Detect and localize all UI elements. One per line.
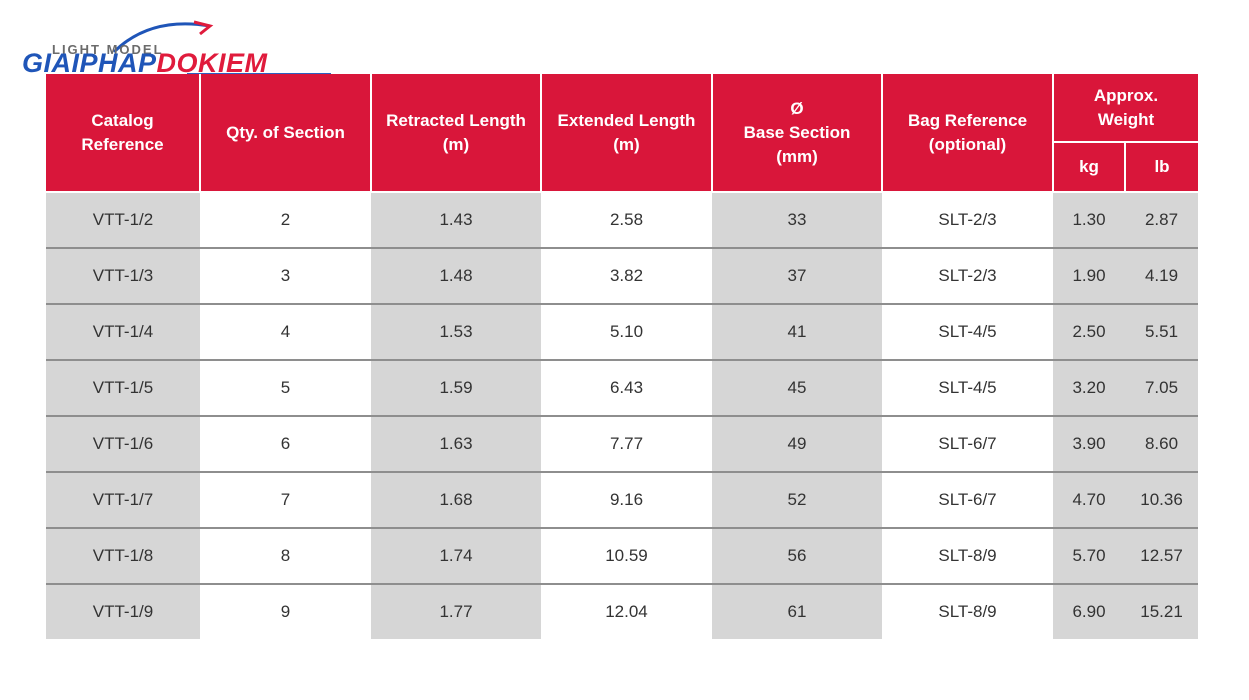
cell-qty-of-section: 5 xyxy=(200,360,371,417)
cell-base-section: 56 xyxy=(712,528,882,585)
cell-retracted-length: 1.77 xyxy=(371,584,541,639)
header-retracted-length: Retracted Length (m) xyxy=(370,74,542,193)
cell-qty-of-section: 8 xyxy=(200,528,371,585)
cell-bag-reference: SLT-6/7 xyxy=(882,472,1053,529)
logo-brand-blue: GIAIPHAP xyxy=(22,48,157,78)
cell-extended-length: 6.43 xyxy=(541,360,712,417)
cell-weight-lb: 5.51 xyxy=(1125,304,1199,361)
cell-bag-reference: SLT-6/7 xyxy=(882,416,1053,473)
cell-extended-length: 10.59 xyxy=(541,528,712,585)
cell-base-section: 41 xyxy=(712,304,882,361)
cell-weight-lb: 2.87 xyxy=(1125,192,1199,249)
cell-qty-of-section: 3 xyxy=(200,248,371,305)
table-row: VTT-1/2 2 1.43 2.58 33 SLT-2/3 1.30 2.87 xyxy=(46,192,1199,249)
cell-catalog-reference: VTT-1/8 xyxy=(46,528,200,585)
cell-qty-of-section: 2 xyxy=(200,192,371,249)
header-catalog-reference: Catalog Reference xyxy=(46,74,201,193)
cell-base-section: 37 xyxy=(712,248,882,305)
cell-retracted-length: 1.74 xyxy=(371,528,541,585)
cell-catalog-reference: VTT-1/3 xyxy=(46,248,200,305)
cell-retracted-length: 1.43 xyxy=(371,192,541,249)
cell-catalog-reference: VTT-1/6 xyxy=(46,416,200,473)
cell-base-section: 49 xyxy=(712,416,882,473)
cell-bag-reference: SLT-4/5 xyxy=(882,360,1053,417)
cell-weight-kg: 1.90 xyxy=(1053,248,1125,305)
cell-base-section: 61 xyxy=(712,584,882,639)
cell-bag-reference: SLT-4/5 xyxy=(882,304,1053,361)
cell-bag-reference: SLT-2/3 xyxy=(882,192,1053,249)
cell-weight-kg: 3.90 xyxy=(1053,416,1125,473)
cell-bag-reference: SLT-2/3 xyxy=(882,248,1053,305)
header-base-section: Ø Base Section (mm) xyxy=(711,74,883,193)
table-row: VTT-1/8 8 1.74 10.59 56 SLT-8/9 5.70 12.57 xyxy=(46,528,1199,585)
cell-retracted-length: 1.59 xyxy=(371,360,541,417)
cell-extended-length: 3.82 xyxy=(541,248,712,305)
cell-base-section: 52 xyxy=(712,472,882,529)
cell-retracted-length: 1.68 xyxy=(371,472,541,529)
cell-weight-lb: 10.36 xyxy=(1125,472,1199,529)
header-lb: lb xyxy=(1123,141,1199,193)
spec-table-body: VTT-1/2 2 1.43 2.58 33 SLT-2/3 1.30 2.87 VTT-1/3… xyxy=(46,192,1199,639)
cell-weight-lb: 12.57 xyxy=(1125,528,1199,585)
logo-ghost-text: LIGHT MODEL xyxy=(52,42,164,57)
spec-table: Catalog Reference Qty. of Section Retrac… xyxy=(46,74,1199,639)
cell-weight-lb: 7.05 xyxy=(1125,360,1199,417)
cell-bag-reference: SLT-8/9 xyxy=(882,528,1053,585)
table-row: VTT-1/5 5 1.59 6.43 45 SLT-4/5 3.20 7.05 xyxy=(46,360,1199,417)
header-extended-length: Extended Length (m) xyxy=(540,74,713,193)
cell-retracted-length: 1.63 xyxy=(371,416,541,473)
cell-weight-kg: 6.90 xyxy=(1053,584,1125,639)
table-row: VTT-1/3 3 1.48 3.82 37 SLT-2/3 1.90 4.19 xyxy=(46,248,1199,305)
table-row: VTT-1/6 6 1.63 7.77 49 SLT-6/7 3.90 8.60 xyxy=(46,416,1199,473)
cell-base-section: 45 xyxy=(712,360,882,417)
cell-extended-length: 12.04 xyxy=(541,584,712,639)
cell-qty-of-section: 6 xyxy=(200,416,371,473)
cell-weight-kg: 2.50 xyxy=(1053,304,1125,361)
cell-weight-kg: 4.70 xyxy=(1053,472,1125,529)
cell-catalog-reference: VTT-1/7 xyxy=(46,472,200,529)
cell-bag-reference: SLT-8/9 xyxy=(882,584,1053,639)
cell-qty-of-section: 4 xyxy=(200,304,371,361)
cell-qty-of-section: 9 xyxy=(200,584,371,639)
cell-catalog-reference: VTT-1/5 xyxy=(46,360,200,417)
cell-retracted-length: 1.53 xyxy=(371,304,541,361)
cell-extended-length: 9.16 xyxy=(541,472,712,529)
cell-extended-length: 7.77 xyxy=(541,416,712,473)
header-qty-of-section: Qty. of Section xyxy=(199,74,372,193)
cell-extended-length: 2.58 xyxy=(541,192,712,249)
cell-base-section: 33 xyxy=(712,192,882,249)
cell-retracted-length: 1.48 xyxy=(371,248,541,305)
cell-catalog-reference: VTT-1/4 xyxy=(46,304,200,361)
header-approx-weight: Approx. Weight xyxy=(1051,74,1199,143)
table-row: VTT-1/4 4 1.53 5.10 41 SLT-4/5 2.50 5.51 xyxy=(46,304,1199,361)
cell-qty-of-section: 7 xyxy=(200,472,371,529)
logo-arc-icon xyxy=(112,20,214,54)
header-bag-reference: Bag Reference (optional) xyxy=(881,74,1054,193)
table-row: VTT-1/9 9 1.77 12.04 61 SLT-8/9 6.90 15.21 xyxy=(46,584,1199,639)
cell-weight-kg: 3.20 xyxy=(1053,360,1125,417)
cell-catalog-reference: VTT-1/2 xyxy=(46,192,200,249)
cell-extended-length: 5.10 xyxy=(541,304,712,361)
table-row: VTT-1/7 7 1.68 9.16 52 SLT-6/7 4.70 10.36 xyxy=(46,472,1199,529)
cell-weight-kg: 5.70 xyxy=(1053,528,1125,585)
cell-weight-lb: 15.21 xyxy=(1125,584,1199,639)
header-kg: kg xyxy=(1052,141,1126,193)
cell-weight-lb: 8.60 xyxy=(1125,416,1199,473)
cell-weight-lb: 4.19 xyxy=(1125,248,1199,305)
cell-catalog-reference: VTT-1/9 xyxy=(46,584,200,639)
cell-weight-kg: 1.30 xyxy=(1053,192,1125,249)
